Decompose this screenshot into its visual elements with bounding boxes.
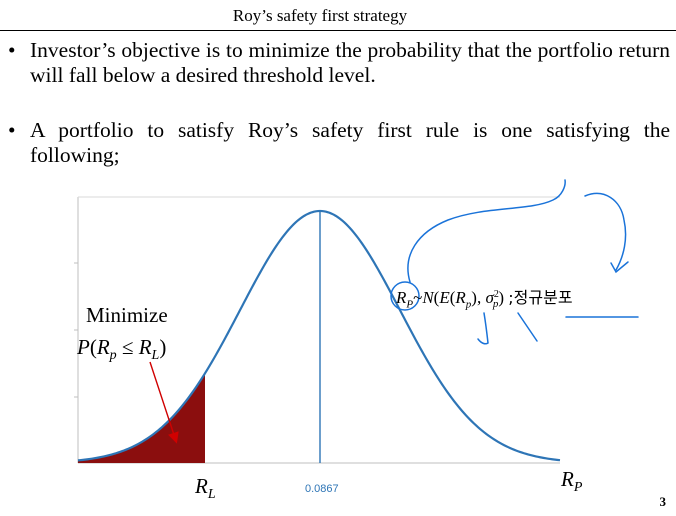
bullet-text: A portfolio to satisfy Roy’s safety firs…: [30, 118, 670, 167]
mean-value-label: 0.0867: [305, 483, 339, 495]
bullet-objective: • Investor’s objective is to minimize th…: [8, 38, 670, 88]
page-number: 3: [659, 494, 667, 509]
distribution-expression: RP~N(E(Rp), σ2p) ;정규분포: [396, 288, 573, 311]
minimize-arrow: [149, 361, 179, 444]
bullet-marker: •: [8, 38, 16, 62]
arrowhead-annotation: [610, 261, 629, 274]
left-tail-area: [78, 373, 205, 463]
bullet-text: Investor’s objective is to minimize the …: [30, 38, 670, 87]
probability-expression: P(Rp ≤ RL): [77, 335, 167, 364]
curve-annotation: [584, 192, 627, 271]
tick-annotation: [517, 312, 538, 342]
circle-annotation: [390, 281, 420, 311]
minimize-label: Minimize: [86, 303, 168, 327]
bullet-rule: • A portfolio to satisfy Roy’s safety fi…: [8, 118, 670, 168]
threshold-label: RL: [195, 474, 216, 503]
handwritten-annotations: [390, 179, 639, 345]
korean-note: ;정규분포: [508, 288, 573, 307]
bell-curve: [77, 209, 561, 462]
curve-annotation: [407, 179, 566, 283]
title-divider: [0, 30, 676, 31]
bullet-marker: •: [8, 118, 16, 142]
slide-title: Roy’s safety first strategy: [232, 6, 408, 25]
x-axis-label: RP: [561, 467, 583, 496]
tick-annotation: [477, 312, 489, 345]
